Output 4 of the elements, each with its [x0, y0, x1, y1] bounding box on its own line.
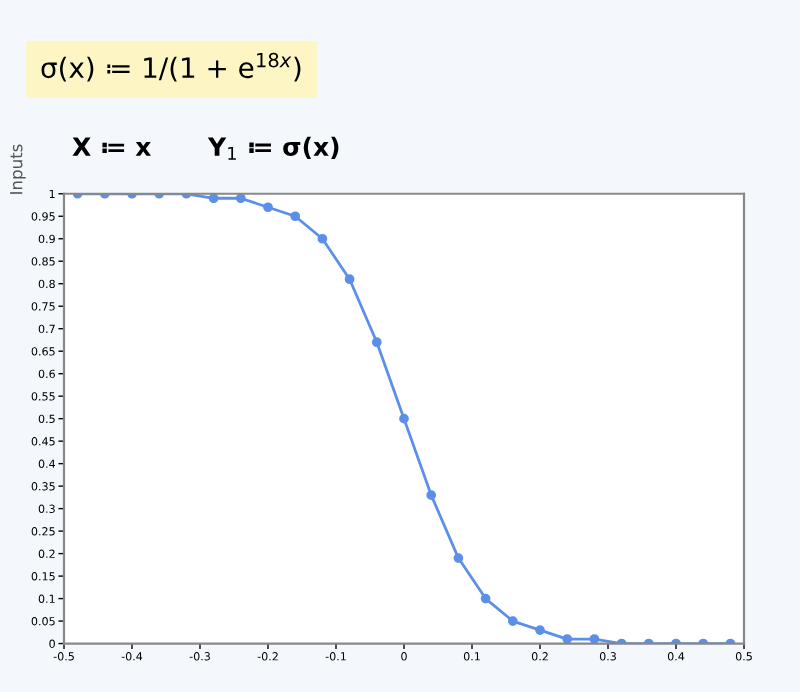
text: Inputs — [10, 144, 26, 194]
text: Y$_{1}$ ≔ σ(x) — [207, 136, 339, 160]
text: X ≔ x — [72, 137, 151, 156]
text: σ(x) ≔ 1/(1 + e$^{18x}$) — [41, 52, 301, 82]
